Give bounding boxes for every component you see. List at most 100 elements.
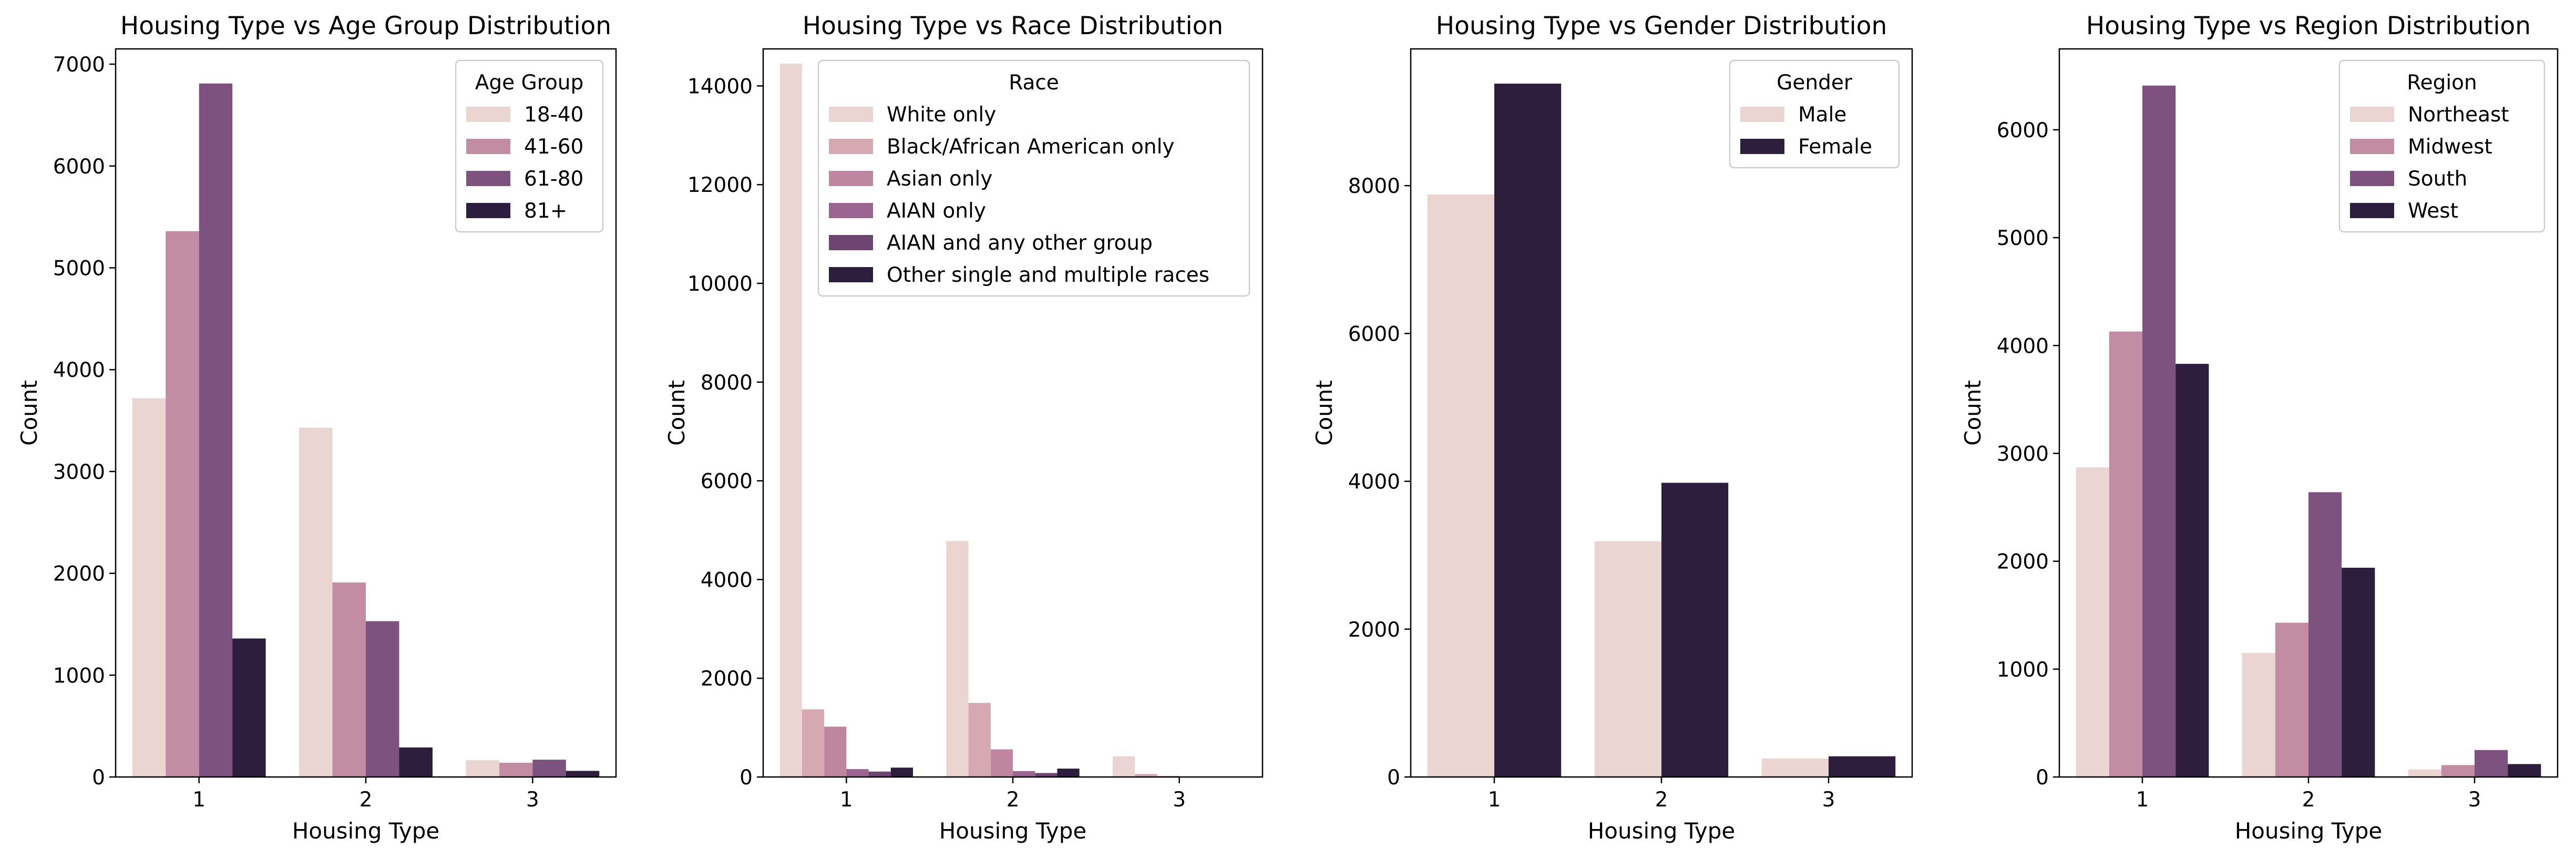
bar — [499, 762, 533, 777]
legend-label: 81+ — [524, 199, 567, 223]
bar — [2408, 769, 2441, 777]
legend-title: Gender — [1777, 71, 1853, 95]
chart-title: Housing Type vs Gender Distribution — [1436, 12, 1887, 40]
bar — [1113, 756, 1135, 777]
bar — [2342, 567, 2375, 777]
legend-label: 41-60 — [524, 135, 583, 159]
y-tick-label: 4000 — [1348, 471, 1400, 494]
bar — [332, 582, 366, 777]
x-axis-label: Housing Type — [1588, 818, 1736, 844]
legend-swatch — [829, 235, 873, 250]
bar — [399, 747, 433, 777]
y-tick-label: 2000 — [53, 563, 105, 586]
y-tick-label: 5000 — [53, 257, 105, 280]
bar — [532, 760, 566, 777]
y-tick-label: 0 — [740, 766, 753, 790]
bar — [566, 771, 600, 777]
legend-label: 61-80 — [524, 167, 583, 191]
legend: Region Northeast Midwest South West — [2338, 59, 2546, 233]
legend-label: Other single and multiple races — [887, 263, 1209, 287]
legend-swatch — [829, 171, 873, 186]
x-tick-label: 1 — [192, 788, 206, 812]
bar — [868, 771, 891, 777]
y-tick-label: 12000 — [687, 173, 753, 197]
legend-label: AIAN and any other group — [887, 231, 1153, 255]
legend-swatch — [829, 203, 873, 218]
y-tick-label: 4000 — [1997, 334, 2049, 358]
bar — [846, 769, 869, 777]
y-tick-label: 1000 — [1997, 658, 2049, 682]
bar — [232, 638, 266, 777]
bar — [824, 727, 847, 777]
y-tick-label: 6000 — [53, 155, 105, 179]
chart-title: Housing Type vs Race Distribution — [803, 12, 1223, 40]
y-tick-label: 1000 — [53, 664, 105, 688]
bar — [890, 768, 913, 777]
legend-swatch — [1740, 139, 1784, 154]
x-tick-label: 3 — [2468, 788, 2481, 812]
legend-box — [817, 59, 1250, 297]
bar — [1013, 771, 1035, 777]
y-axis-label: Count — [664, 380, 690, 446]
bar — [2175, 364, 2209, 777]
x-tick-label: 3 — [1173, 788, 1186, 812]
y-axis-label: Count — [16, 380, 42, 446]
legend-label: 18-40 — [524, 103, 583, 127]
y-tick-label: 2000 — [1348, 618, 1400, 642]
legend-label: Asian only — [887, 167, 992, 191]
legend: Age Group 18-40 41-60 61-80 81+ — [455, 59, 604, 233]
legend-label: AIAN only — [887, 199, 986, 223]
x-tick-label: 2 — [1007, 788, 1020, 812]
y-axis-label: Count — [1311, 380, 1337, 446]
bar — [946, 541, 969, 777]
bar — [1829, 756, 1896, 777]
chart-title: Housing Type vs Region Distribution — [2086, 12, 2531, 40]
bar — [2076, 467, 2109, 777]
legend-swatch — [466, 107, 510, 122]
chart-panel-3: 0 2000 4000 6000 8000 1 2 3 Housing Type vs Gend… — [1311, 12, 1913, 844]
legend-label: West — [2408, 199, 2458, 223]
y-tick-label: 3000 — [53, 461, 105, 484]
bar — [2441, 765, 2475, 777]
legend-box — [455, 59, 604, 233]
y-tick-label: 6000 — [1997, 119, 2049, 142]
bar — [2275, 622, 2308, 777]
y-tick-label: 6000 — [701, 470, 753, 494]
bar — [132, 398, 166, 777]
legend-label: Black/African American only — [887, 135, 1175, 159]
legend-label: Northeast — [2408, 103, 2509, 127]
bar — [366, 621, 399, 777]
legend: Gender Male Female — [1729, 59, 1900, 169]
bar — [2308, 492, 2342, 777]
bar — [2142, 85, 2176, 777]
bar — [2242, 653, 2275, 777]
legend-swatch — [829, 139, 873, 154]
legend-swatch — [2350, 139, 2394, 154]
legend-box — [2338, 59, 2546, 233]
y-tick-label: 2000 — [1997, 550, 2049, 574]
y-tick-label: 3000 — [1997, 442, 2049, 466]
y-tick-label: 2000 — [701, 667, 753, 691]
x-tick-label: 2 — [1655, 788, 1668, 812]
bar — [166, 231, 199, 778]
bar — [1494, 84, 1562, 778]
legend-label: Midwest — [2408, 135, 2492, 159]
y-tick-label: 4000 — [701, 568, 753, 592]
bar — [802, 709, 825, 777]
y-tick-label: 7000 — [53, 53, 105, 77]
y-tick-label: 0 — [92, 766, 105, 790]
legend-swatch — [829, 267, 873, 282]
x-tick-label: 1 — [840, 788, 853, 812]
legend-label: White only — [887, 103, 996, 127]
y-tick-label: 10000 — [687, 272, 753, 296]
y-tick-label: 0 — [1387, 766, 1400, 790]
y-tick-label: 14000 — [687, 75, 753, 98]
legend-swatch — [466, 171, 510, 186]
x-tick-label: 3 — [1822, 788, 1835, 812]
bar — [1594, 541, 1661, 777]
legend: Race White only Black/African American onl… — [817, 59, 1250, 297]
bar — [779, 64, 802, 777]
legend-swatch — [2350, 203, 2394, 218]
x-tick-label: 1 — [1488, 788, 1501, 812]
